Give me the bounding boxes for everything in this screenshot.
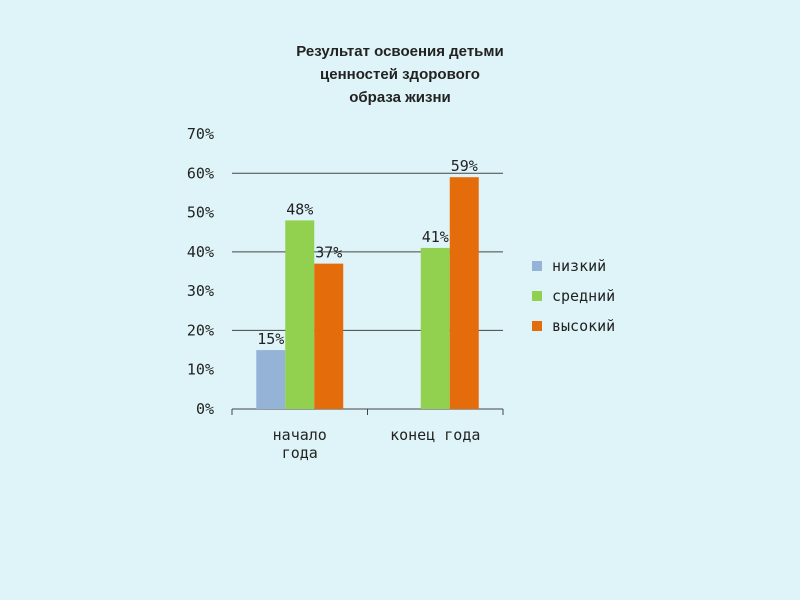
legend-label: средний bbox=[552, 287, 615, 305]
bars bbox=[256, 177, 479, 409]
y-tick-label: 30% bbox=[187, 282, 214, 300]
y-tick-label: 10% bbox=[187, 361, 214, 379]
bar-средний-1 bbox=[420, 247, 450, 409]
data-label: 37% bbox=[315, 244, 342, 262]
category-label: года bbox=[282, 444, 318, 462]
legend-swatch-средний bbox=[532, 291, 542, 301]
category-label: начало bbox=[273, 426, 327, 444]
category-label: конец года bbox=[390, 426, 480, 444]
chart-title-line-3: образа жизни bbox=[349, 89, 451, 106]
y-tick-label: 0% bbox=[196, 400, 214, 418]
legend-swatch-низкий bbox=[532, 261, 542, 271]
y-tick-label: 40% bbox=[187, 243, 214, 261]
axes bbox=[231, 408, 504, 415]
data-label: 41% bbox=[422, 228, 449, 246]
legend-label: высокий bbox=[552, 317, 615, 335]
chart-title-line-2: ценностей здорового bbox=[320, 66, 480, 83]
data-label: 48% bbox=[286, 200, 313, 218]
chart-title-line-1: Результат освоения детьми bbox=[296, 43, 504, 60]
legend-label: низкий bbox=[552, 257, 606, 275]
data-label: 15% bbox=[257, 330, 284, 348]
legend: низкий средний высокий bbox=[532, 257, 615, 335]
y-axis-tick-labels: 0% 10% 20% 30% 40% 50% 60% 70% bbox=[187, 125, 214, 418]
y-tick-label: 70% bbox=[187, 125, 214, 143]
y-tick-label: 20% bbox=[187, 321, 214, 339]
bar-средний-0 bbox=[285, 220, 315, 409]
bar-высокий-1 bbox=[449, 177, 479, 409]
y-tick-label: 60% bbox=[187, 164, 214, 182]
data-labels: 15% 48% 37% 41% 59% bbox=[257, 157, 478, 348]
chart-title: Результат освоения детьми ценностей здор… bbox=[250, 40, 550, 109]
bar-высокий-0 bbox=[314, 263, 344, 409]
legend-swatch-высокий bbox=[532, 321, 542, 331]
bar-низкий-0 bbox=[256, 350, 286, 409]
y-tick-label: 50% bbox=[187, 204, 214, 222]
data-label: 59% bbox=[451, 157, 478, 175]
